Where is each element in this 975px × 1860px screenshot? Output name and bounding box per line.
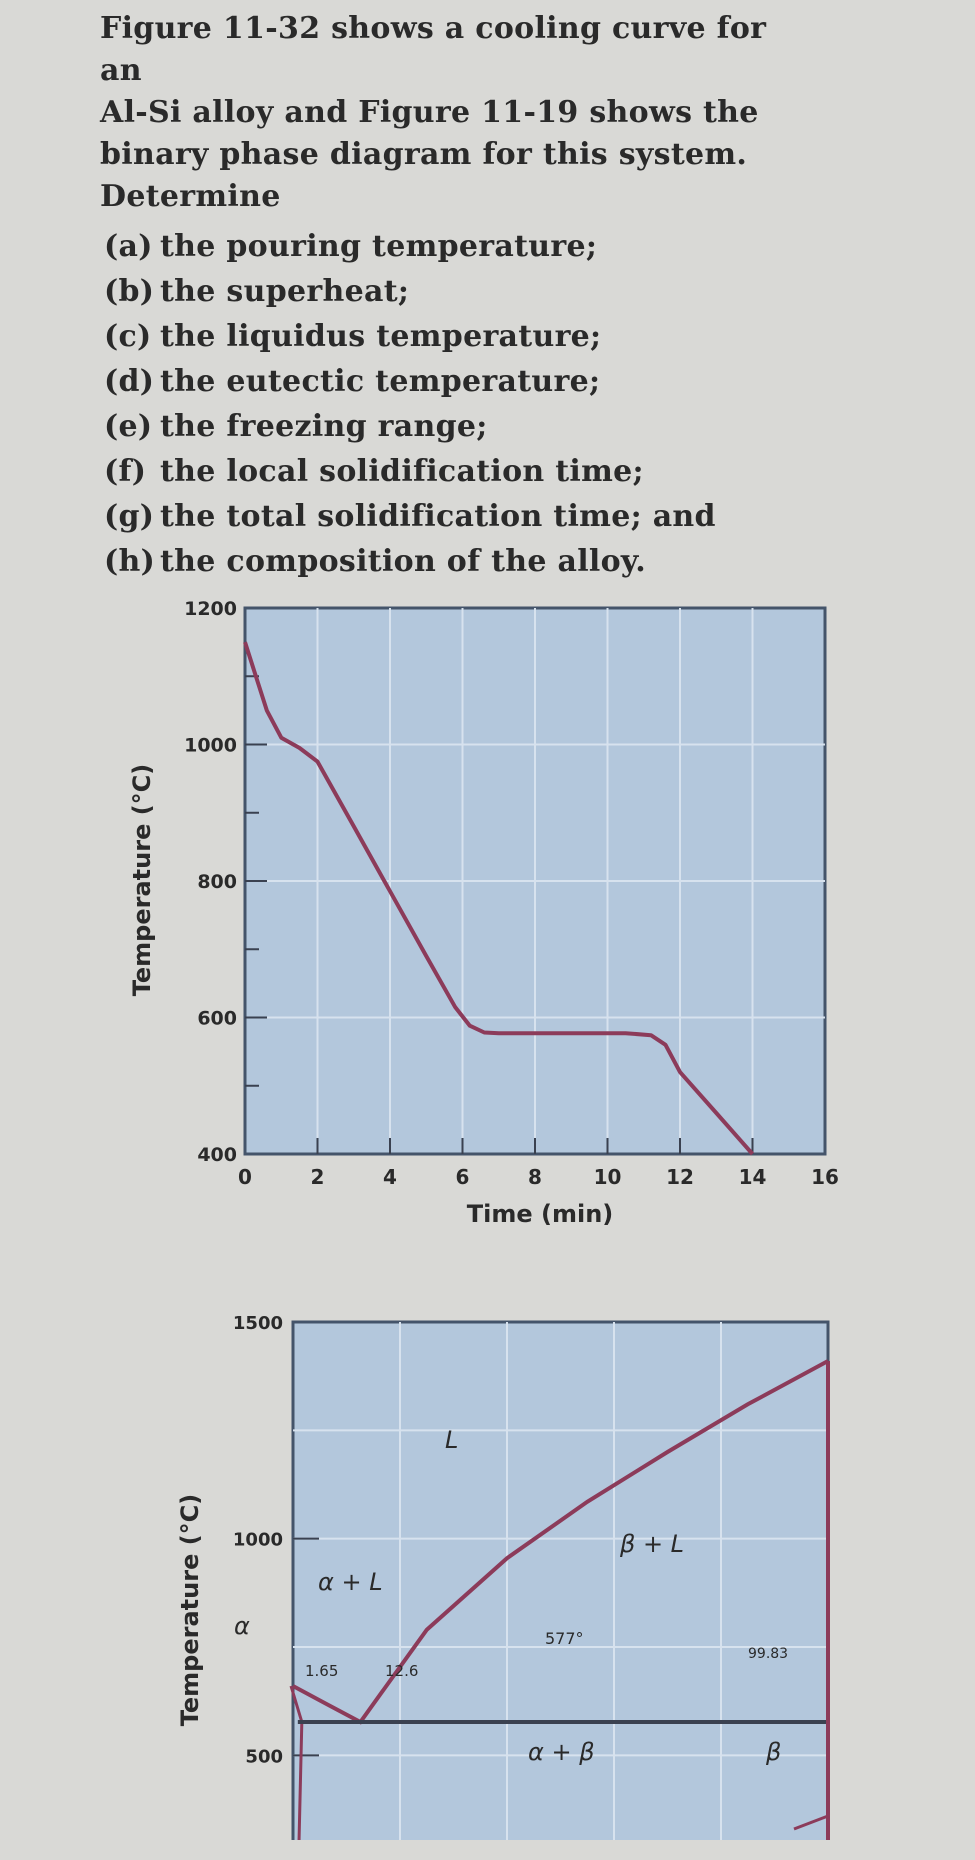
beta-solvus-line bbox=[793, 1814, 829, 1831]
cooling-y-tick-label: 800 bbox=[197, 871, 237, 893]
region-label-alpha-liquid: α + L bbox=[318, 1568, 383, 1596]
part-label: (d) bbox=[104, 364, 155, 399]
composition-label-eutectic: 12.6 bbox=[385, 1662, 418, 1680]
cooling-x-tick-label: 10 bbox=[594, 1165, 622, 1189]
part-label: (a) bbox=[104, 229, 153, 264]
phase-grid bbox=[293, 1322, 828, 1840]
part-label: (h) bbox=[104, 544, 156, 579]
cooling-y-tick-label: 1000 bbox=[184, 735, 237, 757]
cooling-x-tick-label: 16 bbox=[811, 1165, 839, 1189]
part-text: the total solidification time; and bbox=[160, 499, 716, 534]
part-label: (f) bbox=[104, 454, 147, 489]
part-text: the liquidus temperature; bbox=[160, 319, 602, 354]
part-h: (h) the composition of the alloy. bbox=[104, 539, 800, 584]
part-e: (e) the freezing range; bbox=[104, 404, 800, 449]
phase-y-tick-label: 1000 bbox=[233, 1530, 283, 1551]
eutectic-temperature-label: 577° bbox=[545, 1629, 584, 1648]
intro-line-2: Al-Si alloy and Figure 11-19 shows the bbox=[100, 95, 759, 130]
part-f: (f) the local solidification time; bbox=[104, 449, 800, 494]
cooling-curve-line bbox=[243, 641, 754, 1156]
cooling-x-tick-label: 0 bbox=[238, 1165, 252, 1189]
phase-diagram: 500 1000 1500 L β + L α + L α + β α β 577°… bbox=[176, 1313, 830, 1840]
intro-line-1: Figure 11-32 shows a cooling curve for a… bbox=[100, 11, 767, 88]
liquidus-line bbox=[292, 1359, 829, 1725]
cooling-y-axis-label: Temperature (°C) bbox=[128, 764, 156, 997]
phase-y-tick-label: 1500 bbox=[233, 1313, 283, 1334]
cooling-x-tick-label: 14 bbox=[739, 1165, 767, 1189]
cooling-x-tick-label: 2 bbox=[311, 1165, 325, 1189]
region-label-beta: β bbox=[765, 1738, 781, 1766]
part-label: (e) bbox=[104, 409, 153, 444]
cooling-x-tick-label: 4 bbox=[383, 1165, 397, 1189]
cooling-curve-chart: 0 2 4 6 8 10 12 14 16 400 600 800 1000 1200 Time (min… bbox=[128, 598, 839, 1228]
part-text: the composition of the alloy. bbox=[160, 544, 646, 579]
part-c: (c) the liquidus temperature; bbox=[104, 314, 800, 359]
part-label: (g) bbox=[104, 499, 155, 534]
intro-line-4: Determine bbox=[100, 179, 281, 214]
cooling-x-tick-label: 8 bbox=[528, 1165, 542, 1189]
intro-line-3: binary phase diagram for this system. bbox=[100, 137, 748, 172]
region-label-liquid: L bbox=[445, 1426, 458, 1454]
cooling-y-tick-label: 400 bbox=[197, 1144, 237, 1166]
phase-ticks: 500 1000 1500 bbox=[233, 1313, 319, 1767]
part-text: the freezing range; bbox=[160, 409, 488, 444]
region-label-alpha: α bbox=[234, 1612, 250, 1640]
region-label-beta-liquid: β + L bbox=[619, 1530, 684, 1558]
part-d: (d) the eutectic temperature; bbox=[104, 359, 800, 404]
part-g: (g) the total solidification time; and bbox=[104, 494, 800, 539]
cooling-x-axis-label: Time (min) bbox=[467, 1200, 614, 1228]
cooling-x-tick-label: 12 bbox=[666, 1165, 694, 1189]
phase-y-axis-label: Temperature (°C) bbox=[176, 1494, 204, 1727]
part-text: the eutectic temperature; bbox=[160, 364, 601, 399]
part-label: (b) bbox=[104, 274, 155, 309]
cooling-grid bbox=[245, 608, 825, 1154]
part-text: the local solidification time; bbox=[160, 454, 644, 489]
part-text: the pouring temperature; bbox=[160, 229, 598, 264]
part-b: (b) the superheat; bbox=[104, 269, 800, 314]
part-a: (a) the pouring temperature; bbox=[104, 224, 800, 269]
cooling-y-tick-label: 600 bbox=[197, 1008, 237, 1030]
question-parts: (a) the pouring temperature; (b) the super… bbox=[104, 224, 800, 584]
composition-label-beta: 99.83 bbox=[748, 1646, 788, 1662]
part-label: (c) bbox=[104, 319, 152, 354]
phase-y-tick-label: 500 bbox=[245, 1746, 283, 1767]
cooling-x-tick-label: 6 bbox=[456, 1165, 470, 1189]
problem-statement: Figure 11-32 shows a cooling curve for a… bbox=[100, 8, 800, 584]
cooling-ticks: 0 2 4 6 8 10 12 14 16 400 600 800 1000 1200 bbox=[184, 598, 839, 1189]
cooling-y-tick-label: 1200 bbox=[184, 598, 237, 620]
composition-label-alpha: 1.65 bbox=[305, 1662, 338, 1680]
region-label-alpha-beta: α + β bbox=[528, 1738, 595, 1766]
part-text: the superheat; bbox=[160, 274, 410, 309]
